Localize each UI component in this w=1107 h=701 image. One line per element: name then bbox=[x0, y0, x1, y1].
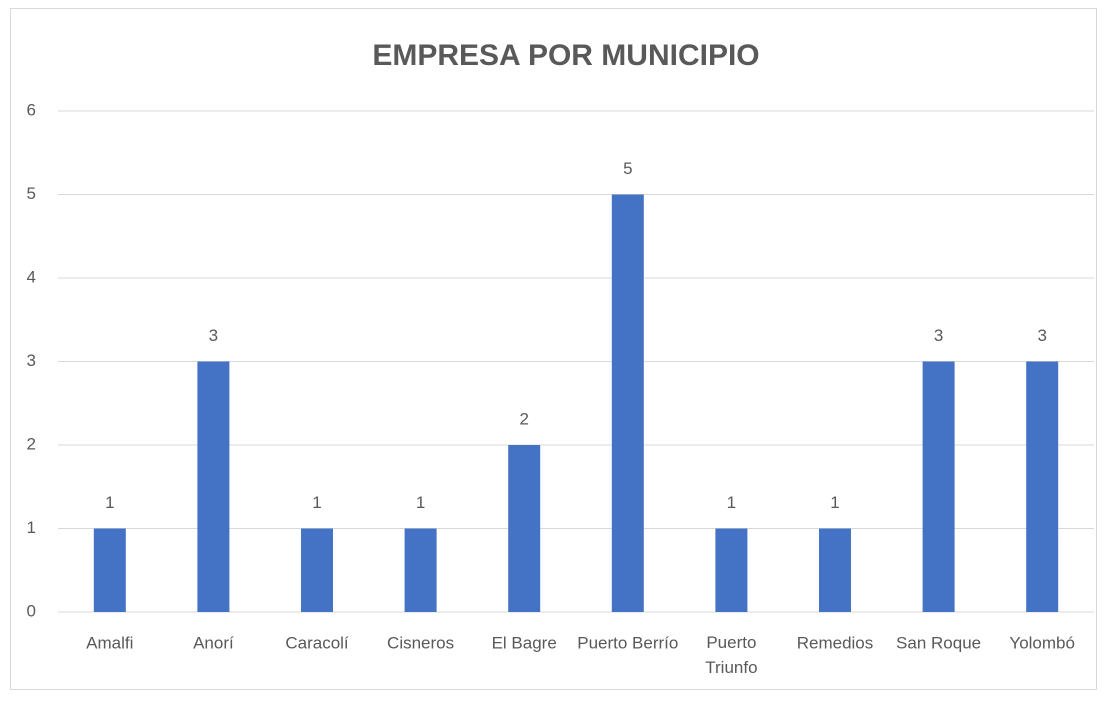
data-label: 1 bbox=[105, 493, 114, 512]
bar bbox=[197, 361, 230, 612]
x-tick-label: Amalfi bbox=[86, 633, 133, 652]
x-tick-label: Yolombó bbox=[1009, 633, 1075, 652]
bar bbox=[819, 528, 851, 612]
bar bbox=[93, 528, 126, 612]
data-label: 1 bbox=[830, 493, 839, 512]
x-tick-label: Caracolí bbox=[285, 633, 349, 652]
y-tick-label: 5 bbox=[27, 184, 36, 203]
data-label: 2 bbox=[519, 409, 528, 428]
y-tick-label: 0 bbox=[27, 601, 36, 620]
data-label: 3 bbox=[934, 326, 943, 345]
x-tick-label: Anorí bbox=[193, 633, 234, 652]
bar bbox=[611, 194, 644, 612]
bar bbox=[508, 445, 541, 612]
bar bbox=[301, 528, 333, 612]
bar bbox=[715, 528, 748, 612]
data-label: 1 bbox=[727, 493, 736, 512]
data-label: 1 bbox=[312, 493, 321, 512]
x-tick-label: Remedios bbox=[797, 633, 874, 652]
y-tick-label: 6 bbox=[27, 100, 36, 119]
bar bbox=[1026, 361, 1059, 612]
data-label: 3 bbox=[209, 326, 218, 345]
y-tick-label: 4 bbox=[27, 267, 36, 286]
bar bbox=[404, 528, 437, 612]
y-tick-label: 3 bbox=[27, 351, 36, 370]
chart-title: EMPRESA POR MUNICIPIO bbox=[372, 39, 759, 72]
y-tick-label: 1 bbox=[27, 518, 36, 537]
x-tick-label: Puerto Berrío bbox=[577, 633, 678, 652]
x-tick-label: El Bagre bbox=[492, 633, 557, 652]
x-tick-label: Puerto Triunfo bbox=[705, 633, 757, 677]
y-tick-label: 2 bbox=[27, 434, 36, 453]
data-label: 1 bbox=[416, 493, 425, 512]
x-tick-label: San Roque bbox=[896, 633, 981, 652]
data-label: 5 bbox=[623, 159, 632, 178]
data-label: 3 bbox=[1037, 326, 1046, 345]
bar bbox=[922, 361, 955, 612]
x-tick-label: Cisneros bbox=[387, 633, 454, 652]
chart-border bbox=[10, 8, 1097, 690]
